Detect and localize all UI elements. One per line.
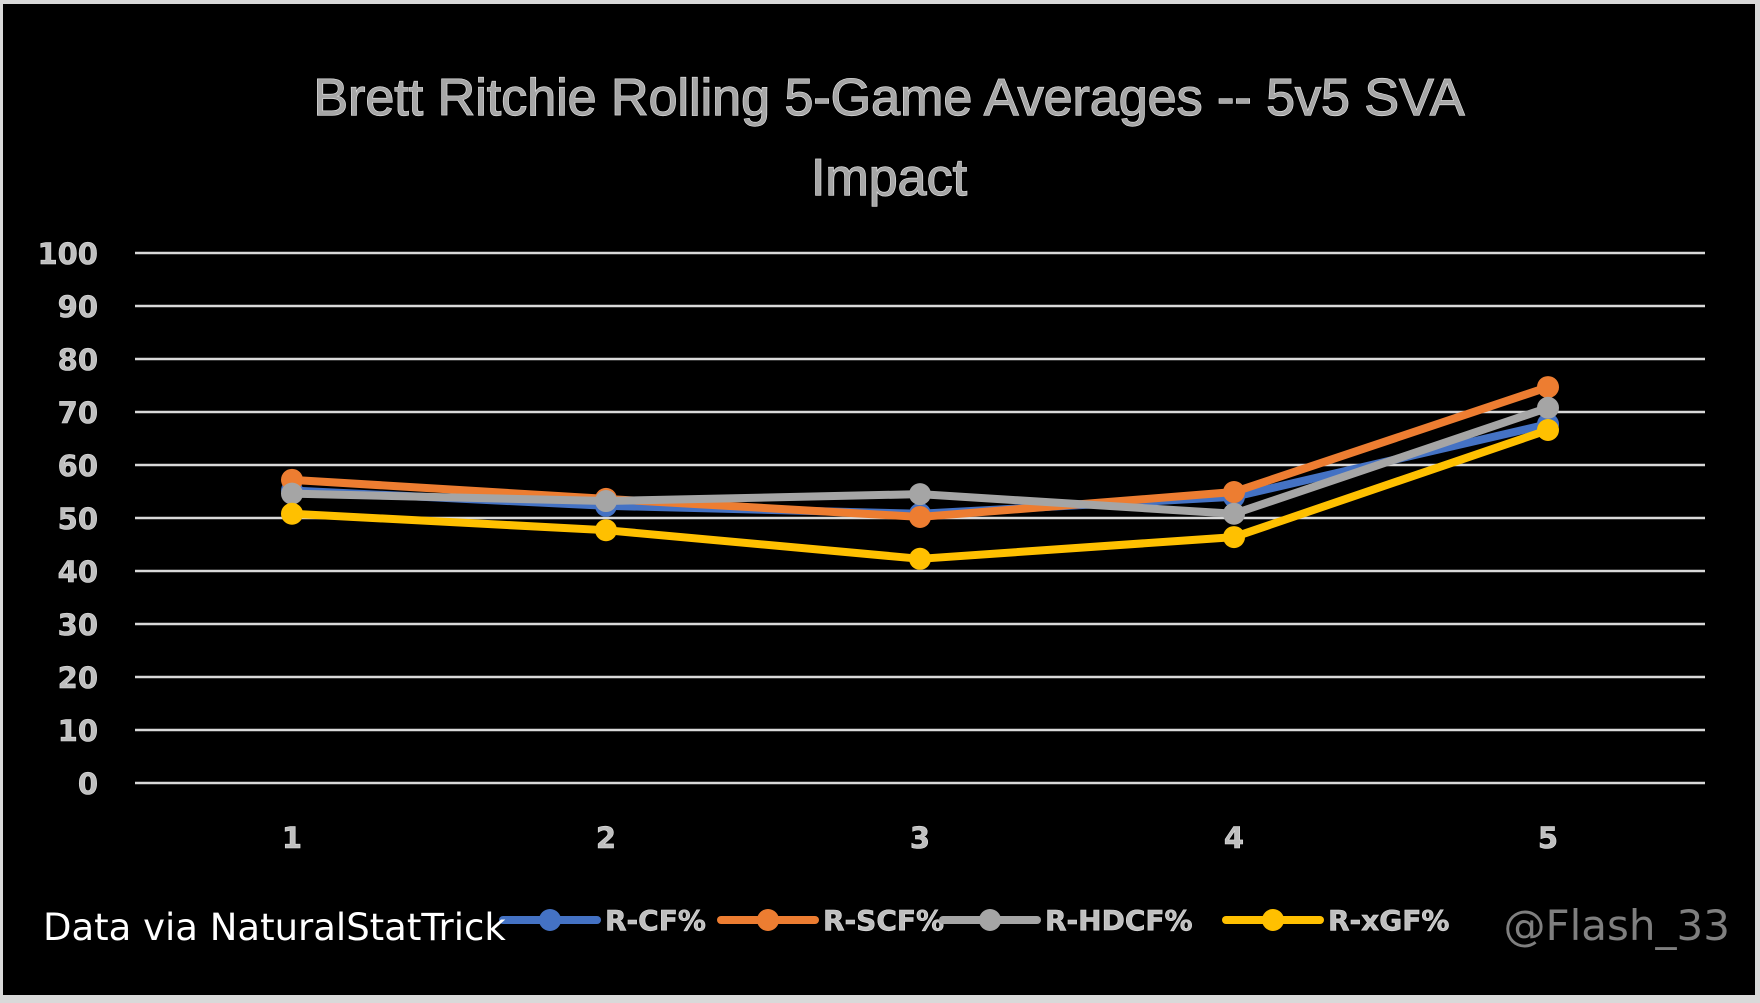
- x-tick-label: 2: [596, 821, 616, 855]
- chart-title: Brett Ritchie Rolling 5-Game Averages --…: [313, 68, 1466, 207]
- y-tick-label: 30: [58, 608, 98, 642]
- chart-title-line-1: Brett Ritchie Rolling 5-Game Averages --…: [313, 69, 1465, 127]
- y-tick-label: 20: [58, 661, 98, 695]
- x-tick-label: 3: [910, 821, 930, 855]
- legend-item: R-xGF%: [1222, 904, 1450, 937]
- y-tick-label: 80: [58, 343, 98, 377]
- y-tick-label: 90: [58, 290, 98, 324]
- legend-item: R-CF%: [499, 904, 706, 937]
- legend: R-CF% R-SCF% R-HDCF% R-xGF%: [499, 904, 1450, 937]
- x-axis-tick-labels: 1 2 3 4 5: [282, 821, 1559, 856]
- data-point: [1537, 396, 1559, 419]
- legend-label: R-HDCF%: [1045, 904, 1193, 937]
- chart-frame: Brett Ritchie Rolling 5-Game Averages --…: [3, 4, 1755, 995]
- legend-swatch-marker: [757, 909, 779, 931]
- data-point: [1223, 481, 1245, 504]
- legend-item: R-SCF%: [717, 904, 944, 937]
- watermark-annotation: @Flash_33: [1503, 901, 1730, 950]
- y-axis-tick-labels: 0 10 20 30 40 50 60 70 80 90 100: [37, 237, 98, 802]
- series-lines: [281, 376, 1559, 570]
- series-r-hdcf: [281, 396, 1559, 525]
- y-tick-label: 0: [78, 767, 98, 801]
- legend-swatch-marker: [539, 909, 561, 931]
- y-tick-label: 40: [58, 555, 98, 589]
- data-point: [281, 482, 303, 505]
- data-source-annotation: Data via NaturalStatTrick: [43, 906, 506, 949]
- data-point: [595, 490, 617, 513]
- data-point: [1223, 502, 1245, 525]
- legend-label: R-xGF%: [1328, 904, 1449, 937]
- x-tick-label: 5: [1538, 821, 1558, 855]
- y-tick-label: 10: [58, 714, 98, 748]
- y-tick-label: 50: [58, 502, 98, 536]
- legend-swatch-marker: [1262, 909, 1284, 931]
- y-tick-label: 100: [37, 237, 98, 271]
- x-tick-label: 1: [282, 821, 302, 855]
- data-point: [595, 519, 617, 542]
- x-tick-label: 4: [1224, 821, 1244, 855]
- series-r-xgf: [281, 419, 1559, 570]
- y-tick-label: 60: [58, 449, 98, 483]
- data-point: [909, 505, 931, 528]
- data-point: [281, 502, 303, 525]
- data-point: [1223, 526, 1245, 549]
- chart-title-line-2: Impact: [811, 149, 968, 207]
- legend-label: R-CF%: [605, 904, 706, 937]
- data-point: [909, 483, 931, 506]
- data-point: [1537, 376, 1559, 399]
- y-tick-label: 70: [58, 396, 98, 430]
- legend-swatch-marker: [979, 909, 1001, 931]
- data-point: [909, 547, 931, 570]
- line-chart: Brett Ritchie Rolling 5-Game Averages --…: [37, 68, 1730, 950]
- legend-item: R-HDCF%: [939, 904, 1193, 937]
- data-point: [1537, 419, 1559, 442]
- legend-label: R-SCF%: [823, 904, 944, 937]
